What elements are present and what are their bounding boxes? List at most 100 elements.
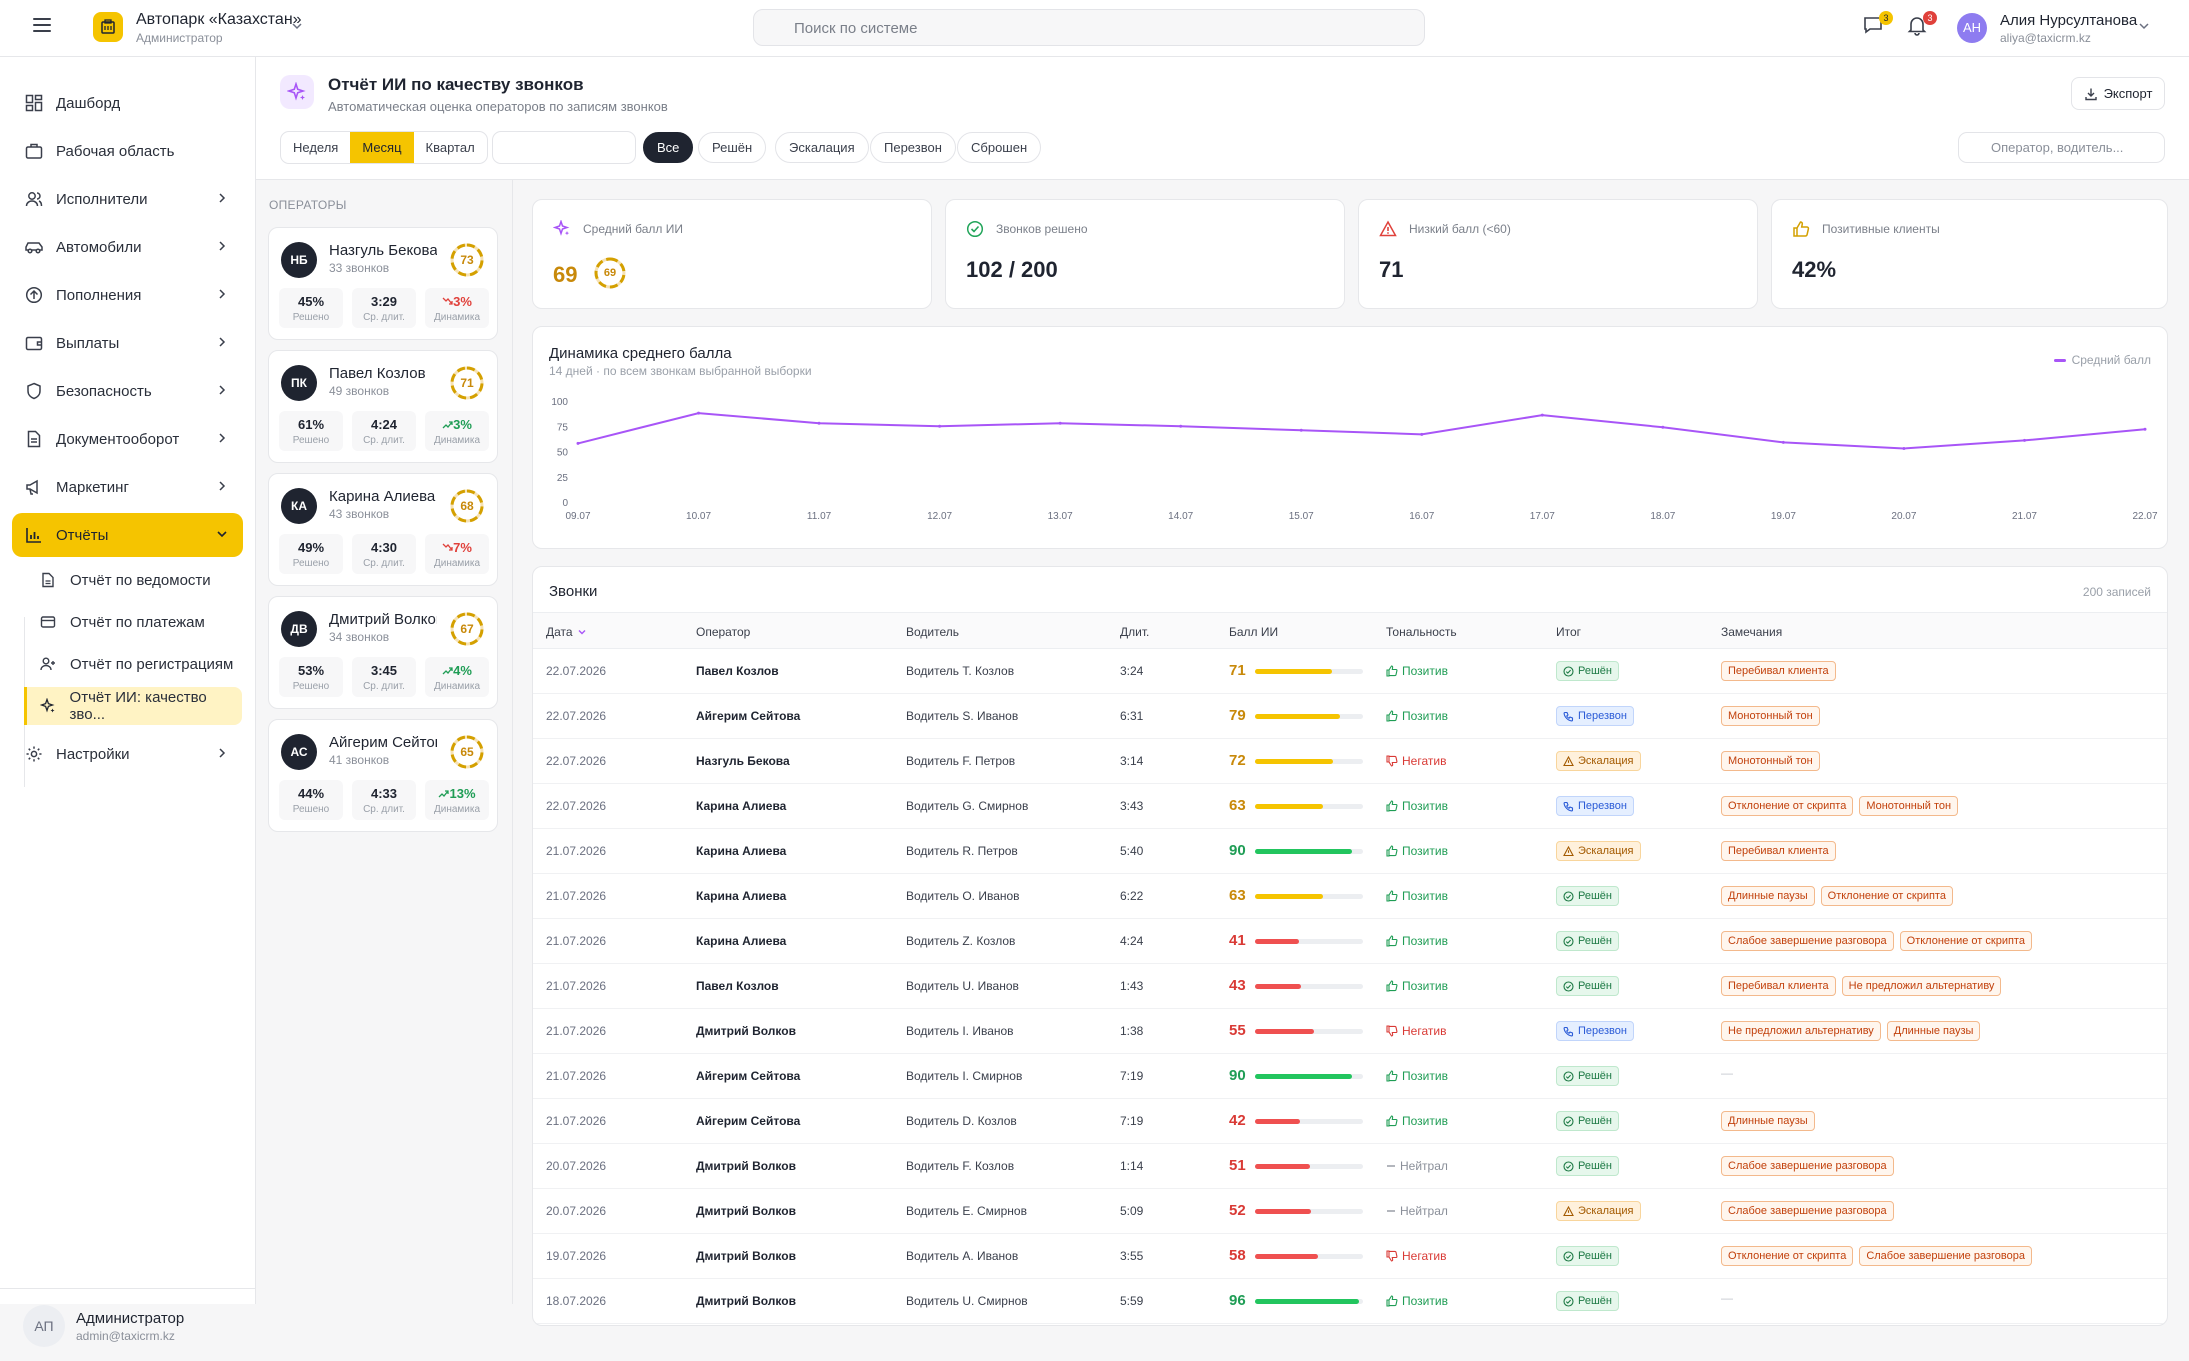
operator-card[interactable]: ДВ Дмитрий Волков 34 звонков 67 53% Решен…	[268, 596, 498, 709]
col-operator[interactable]: Оператор	[696, 625, 751, 639]
stat-resolved: 44% Решено	[279, 780, 343, 820]
note-tag: Длинные паузы	[1886, 1021, 1981, 1041]
operator-search-input[interactable]: Оператор, водитель...	[1958, 132, 2165, 163]
sidebar-item-settings[interactable]: Настройки	[12, 732, 243, 776]
table-row[interactable]: 21.07.2026 Карина Алиева Водитель R. Пет…	[533, 829, 2167, 874]
stat-value: 53%	[297, 663, 325, 678]
operator-card[interactable]: КА Карина Алиева 43 звонков 68 49% Решено…	[268, 473, 498, 586]
sidebar-item-cars[interactable]: Автомобили	[12, 225, 243, 269]
sidebar-subitem-ai-call-quality[interactable]: Отчёт ИИ: качество зво...	[24, 687, 242, 725]
col-result[interactable]: Итог	[1556, 625, 1582, 639]
sidebar-subitem-payments-report[interactable]: Отчёт по платежам	[24, 603, 242, 641]
kpi-label: Средний балл ИИ	[583, 222, 683, 236]
data-point	[697, 411, 701, 415]
result-badge: Решён	[1556, 1156, 1619, 1176]
sidebar-item-security[interactable]: Безопасность	[12, 369, 243, 413]
user-name[interactable]: Алия Нурсултанова	[2000, 12, 2138, 29]
cell-duration: 7:19	[1120, 1069, 1144, 1083]
company-name[interactable]: Автопарк «Казахстан»	[136, 11, 302, 28]
chart-subtitle: 14 дней · по всем звонкам выбранной выбо…	[549, 364, 812, 378]
filter-chip-all[interactable]: Все	[643, 132, 694, 163]
period-month[interactable]: Месяц	[350, 132, 414, 163]
sidebar-subitem-payroll-report[interactable]: Отчёт по ведомости	[24, 561, 242, 599]
cell-score: 43	[1229, 977, 1246, 994]
sidebar-user[interactable]: АП Администратор admin@taxicrm.kz	[0, 1288, 256, 1361]
messages-button[interactable]: 3	[1862, 11, 1893, 40]
chevron-down-icon[interactable]	[2138, 20, 2150, 32]
filter-chip-callback[interactable]: Перезвон	[870, 132, 956, 163]
table-row[interactable]: 21.07.2026 Айгерим Сейтова Водитель D. К…	[533, 1099, 2167, 1144]
col-ai-score[interactable]: Балл ИИ	[1229, 625, 1279, 639]
col-duration[interactable]: Длит.	[1120, 625, 1150, 639]
sidebar-item-payouts[interactable]: Выплаты	[12, 321, 243, 365]
sidebar-subitem-registrations-report[interactable]: Отчёт по регистрациям	[24, 645, 242, 683]
score-bar	[1255, 1164, 1363, 1169]
col-date-label: Дата	[546, 625, 573, 639]
kpi-low-score: Низкий балл (<60) 71	[1358, 199, 1758, 309]
col-tone[interactable]: Тональность	[1386, 625, 1457, 639]
period-quarter[interactable]: Квартал	[425, 140, 475, 155]
chevron-down-icon[interactable]	[291, 20, 303, 32]
col-notes[interactable]: Замечания	[1721, 625, 1783, 639]
col-driver[interactable]: Водитель	[906, 625, 960, 639]
table-row[interactable]: 20.07.2026 Дмитрий Волков Водитель F. Ко…	[533, 1144, 2167, 1189]
cell-tone: Позитив	[1386, 934, 1448, 948]
table-row[interactable]: 21.07.2026 Айгерим Сейтова Водитель I. С…	[533, 1054, 2167, 1099]
date-input[interactable]	[492, 131, 636, 164]
result-badge: Решён	[1556, 1066, 1619, 1086]
bell-icon	[1907, 17, 1927, 36]
operator-card[interactable]: АС Айгерим Сейтова 41 звонков 65 44% Реше…	[268, 719, 498, 832]
filter-chip-dropped[interactable]: Сброшен	[957, 132, 1042, 163]
table-row[interactable]: 22.07.2026 Павел Козлов Водитель Т. Козл…	[533, 649, 2167, 694]
stat-value: 3%	[425, 417, 489, 432]
score-bar	[1255, 804, 1363, 809]
operator-card[interactable]: НБ Назгуль Бекова 33 звонков 73 45% Решен…	[268, 227, 498, 340]
period-week[interactable]: Неделя	[293, 140, 339, 155]
stat-trend: 3% Динамика	[425, 288, 489, 328]
sidebar-item-topups[interactable]: Пополнения	[12, 273, 243, 317]
avatar[interactable]: АН	[1957, 13, 1987, 43]
data-point	[1540, 413, 1544, 417]
stat-trend: 3% Динамика	[425, 411, 489, 451]
kpi-value: 102 / 200	[966, 257, 1058, 282]
score-ring: 68	[449, 488, 485, 524]
sidebar-item-marketing[interactable]: Маркетинг	[12, 465, 243, 509]
table-row[interactable]: 18.07.2026 Дмитрий Волков Водитель U. См…	[533, 1279, 2167, 1324]
filter-chip-escalation[interactable]: Эскалация	[775, 132, 869, 163]
avatar: АС	[281, 734, 317, 770]
export-button[interactable]: Экспорт	[2071, 77, 2165, 110]
search-input[interactable]: Поиск по системе	[753, 9, 1425, 46]
table-row[interactable]: 22.07.2026 Назгуль Бекова Водитель F. Пе…	[533, 739, 2167, 784]
sidebar-item-workspace[interactable]: Рабочая область	[12, 129, 243, 173]
operator-card[interactable]: ПК Павел Козлов 49 звонков 71 61% Решено …	[268, 350, 498, 463]
cell-score: 63	[1229, 887, 1246, 904]
sidebar-item-performers[interactable]: Исполнители	[12, 177, 243, 221]
table-row[interactable]: 21.07.2026 Карина Алиева Водитель Z. Коз…	[533, 919, 2167, 964]
table-row[interactable]: 21.07.2026 Павел Козлов Водитель U. Иван…	[533, 964, 2167, 1009]
table-row[interactable]: 19.07.2026 Дмитрий Волков Водитель A. Ив…	[533, 1234, 2167, 1279]
table-row[interactable]: 20.07.2026 Дмитрий Волков Водитель E. См…	[533, 1189, 2167, 1234]
notifications-button[interactable]: 3	[1906, 11, 1937, 40]
menu-icon[interactable]	[33, 18, 51, 32]
table-row[interactable]: 21.07.2026 Дмитрий Волков Водитель I. Ив…	[533, 1009, 2167, 1054]
stat-value: 45%	[297, 294, 325, 309]
tone-label: Позитив	[1402, 664, 1448, 678]
sidebar-item-reports[interactable]: Отчёты	[12, 513, 243, 557]
cell-tone: Позитив	[1386, 889, 1448, 903]
trend-value: 3%	[453, 417, 472, 432]
thumbs-up-icon	[1386, 980, 1398, 992]
table-row[interactable]: 21.07.2026 Карина Алиева Водитель O. Ива…	[533, 874, 2167, 919]
warning-icon	[1563, 845, 1574, 856]
filter-chip-resolved[interactable]: Решён	[698, 132, 767, 163]
trend-value: 13%	[449, 786, 476, 801]
x-tick-label: 11.07	[807, 511, 832, 522]
tone-label: Позитив	[1402, 979, 1448, 993]
col-date[interactable]: Дата	[546, 625, 587, 639]
operator-calls: 34 звонков	[329, 630, 390, 644]
sidebar-item-dashboard[interactable]: Дашборд	[12, 81, 243, 125]
company-logo-icon[interactable]	[93, 12, 123, 42]
table-row[interactable]: 22.07.2026 Карина Алиева Водитель G. Сми…	[533, 784, 2167, 829]
table-row[interactable]: 22.07.2026 Айгерим Сейтова Водитель S. И…	[533, 694, 2167, 739]
trend-value: 7%	[453, 540, 472, 555]
sidebar-item-documents[interactable]: Документооборот	[12, 417, 243, 461]
